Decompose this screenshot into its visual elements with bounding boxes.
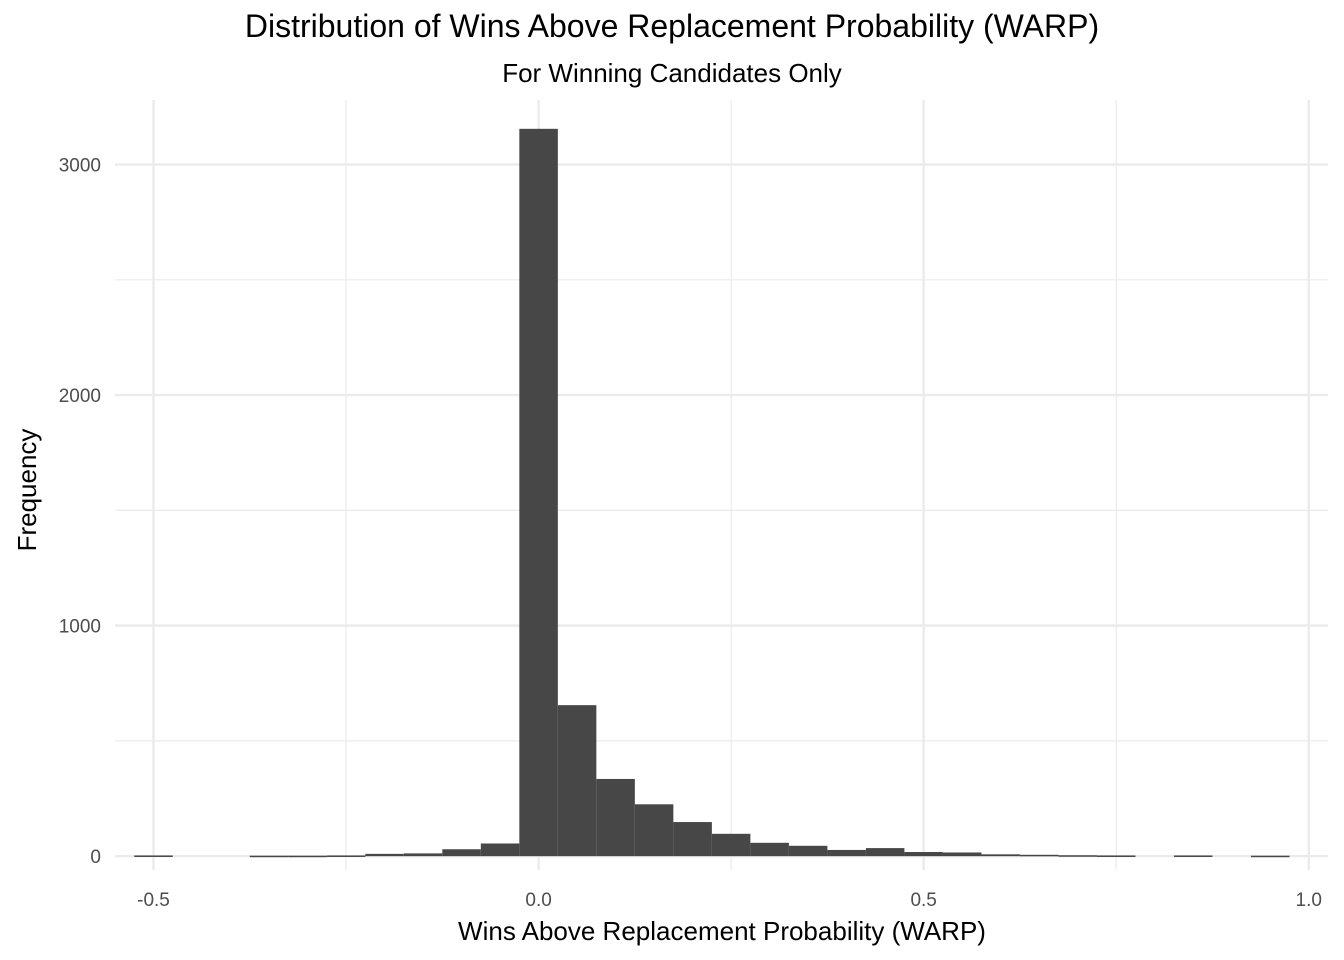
histogram-bar bbox=[288, 855, 327, 858]
histogram-bar bbox=[827, 849, 866, 857]
chart-title: Distribution of Wins Above Replacement P… bbox=[244, 8, 1100, 44]
y-tick-label: 0 bbox=[90, 847, 101, 868]
histogram-bar bbox=[1250, 855, 1290, 858]
histogram-bar bbox=[904, 852, 943, 857]
histogram-bar bbox=[365, 853, 404, 857]
histogram-bar bbox=[480, 843, 520, 857]
histogram-bar bbox=[750, 842, 789, 857]
histogram-bar bbox=[788, 845, 828, 857]
x-tick-label: 0.5 bbox=[910, 890, 936, 911]
x-tick-label: 0.0 bbox=[525, 890, 551, 911]
histogram-bar bbox=[442, 849, 481, 857]
histogram-bar bbox=[673, 822, 712, 857]
histogram-bar bbox=[1173, 855, 1213, 857]
y-tick-label: 2000 bbox=[59, 386, 101, 407]
histogram-bar bbox=[634, 804, 674, 857]
histogram-bar bbox=[596, 778, 635, 857]
histogram-bar bbox=[942, 852, 982, 857]
chart-subtitle: For Winning Candidates Only bbox=[502, 58, 842, 88]
histogram-bar bbox=[403, 853, 443, 857]
histogram-bar bbox=[865, 848, 905, 857]
y-tick-label: 1000 bbox=[59, 617, 101, 638]
histogram-bar bbox=[134, 855, 173, 857]
histogram-bar bbox=[557, 705, 597, 857]
histogram-bar bbox=[249, 855, 289, 858]
histogram-bar bbox=[1096, 855, 1136, 857]
histogram-bar bbox=[711, 833, 751, 857]
x-axis-title: Wins Above Replacement Probability (WARP… bbox=[458, 916, 986, 946]
x-axis-ticks: -0.5 0.0 0.5 1.0 bbox=[137, 890, 1322, 911]
histogram-bar bbox=[519, 128, 558, 857]
y-axis-ticks: 0 1000 2000 3000 bbox=[59, 156, 101, 869]
y-tick-label: 3000 bbox=[59, 156, 101, 177]
histogram-bars bbox=[134, 128, 1290, 858]
x-tick-label: -0.5 bbox=[137, 890, 170, 911]
histogram-bar bbox=[326, 855, 366, 857]
y-axis-title: Frequency bbox=[12, 429, 42, 552]
histogram-bar bbox=[1019, 854, 1059, 857]
histogram-bar bbox=[981, 854, 1020, 857]
histogram-bar bbox=[1058, 855, 1097, 857]
x-tick-label: 1.0 bbox=[1296, 890, 1322, 911]
grid-lines bbox=[115, 100, 1328, 870]
